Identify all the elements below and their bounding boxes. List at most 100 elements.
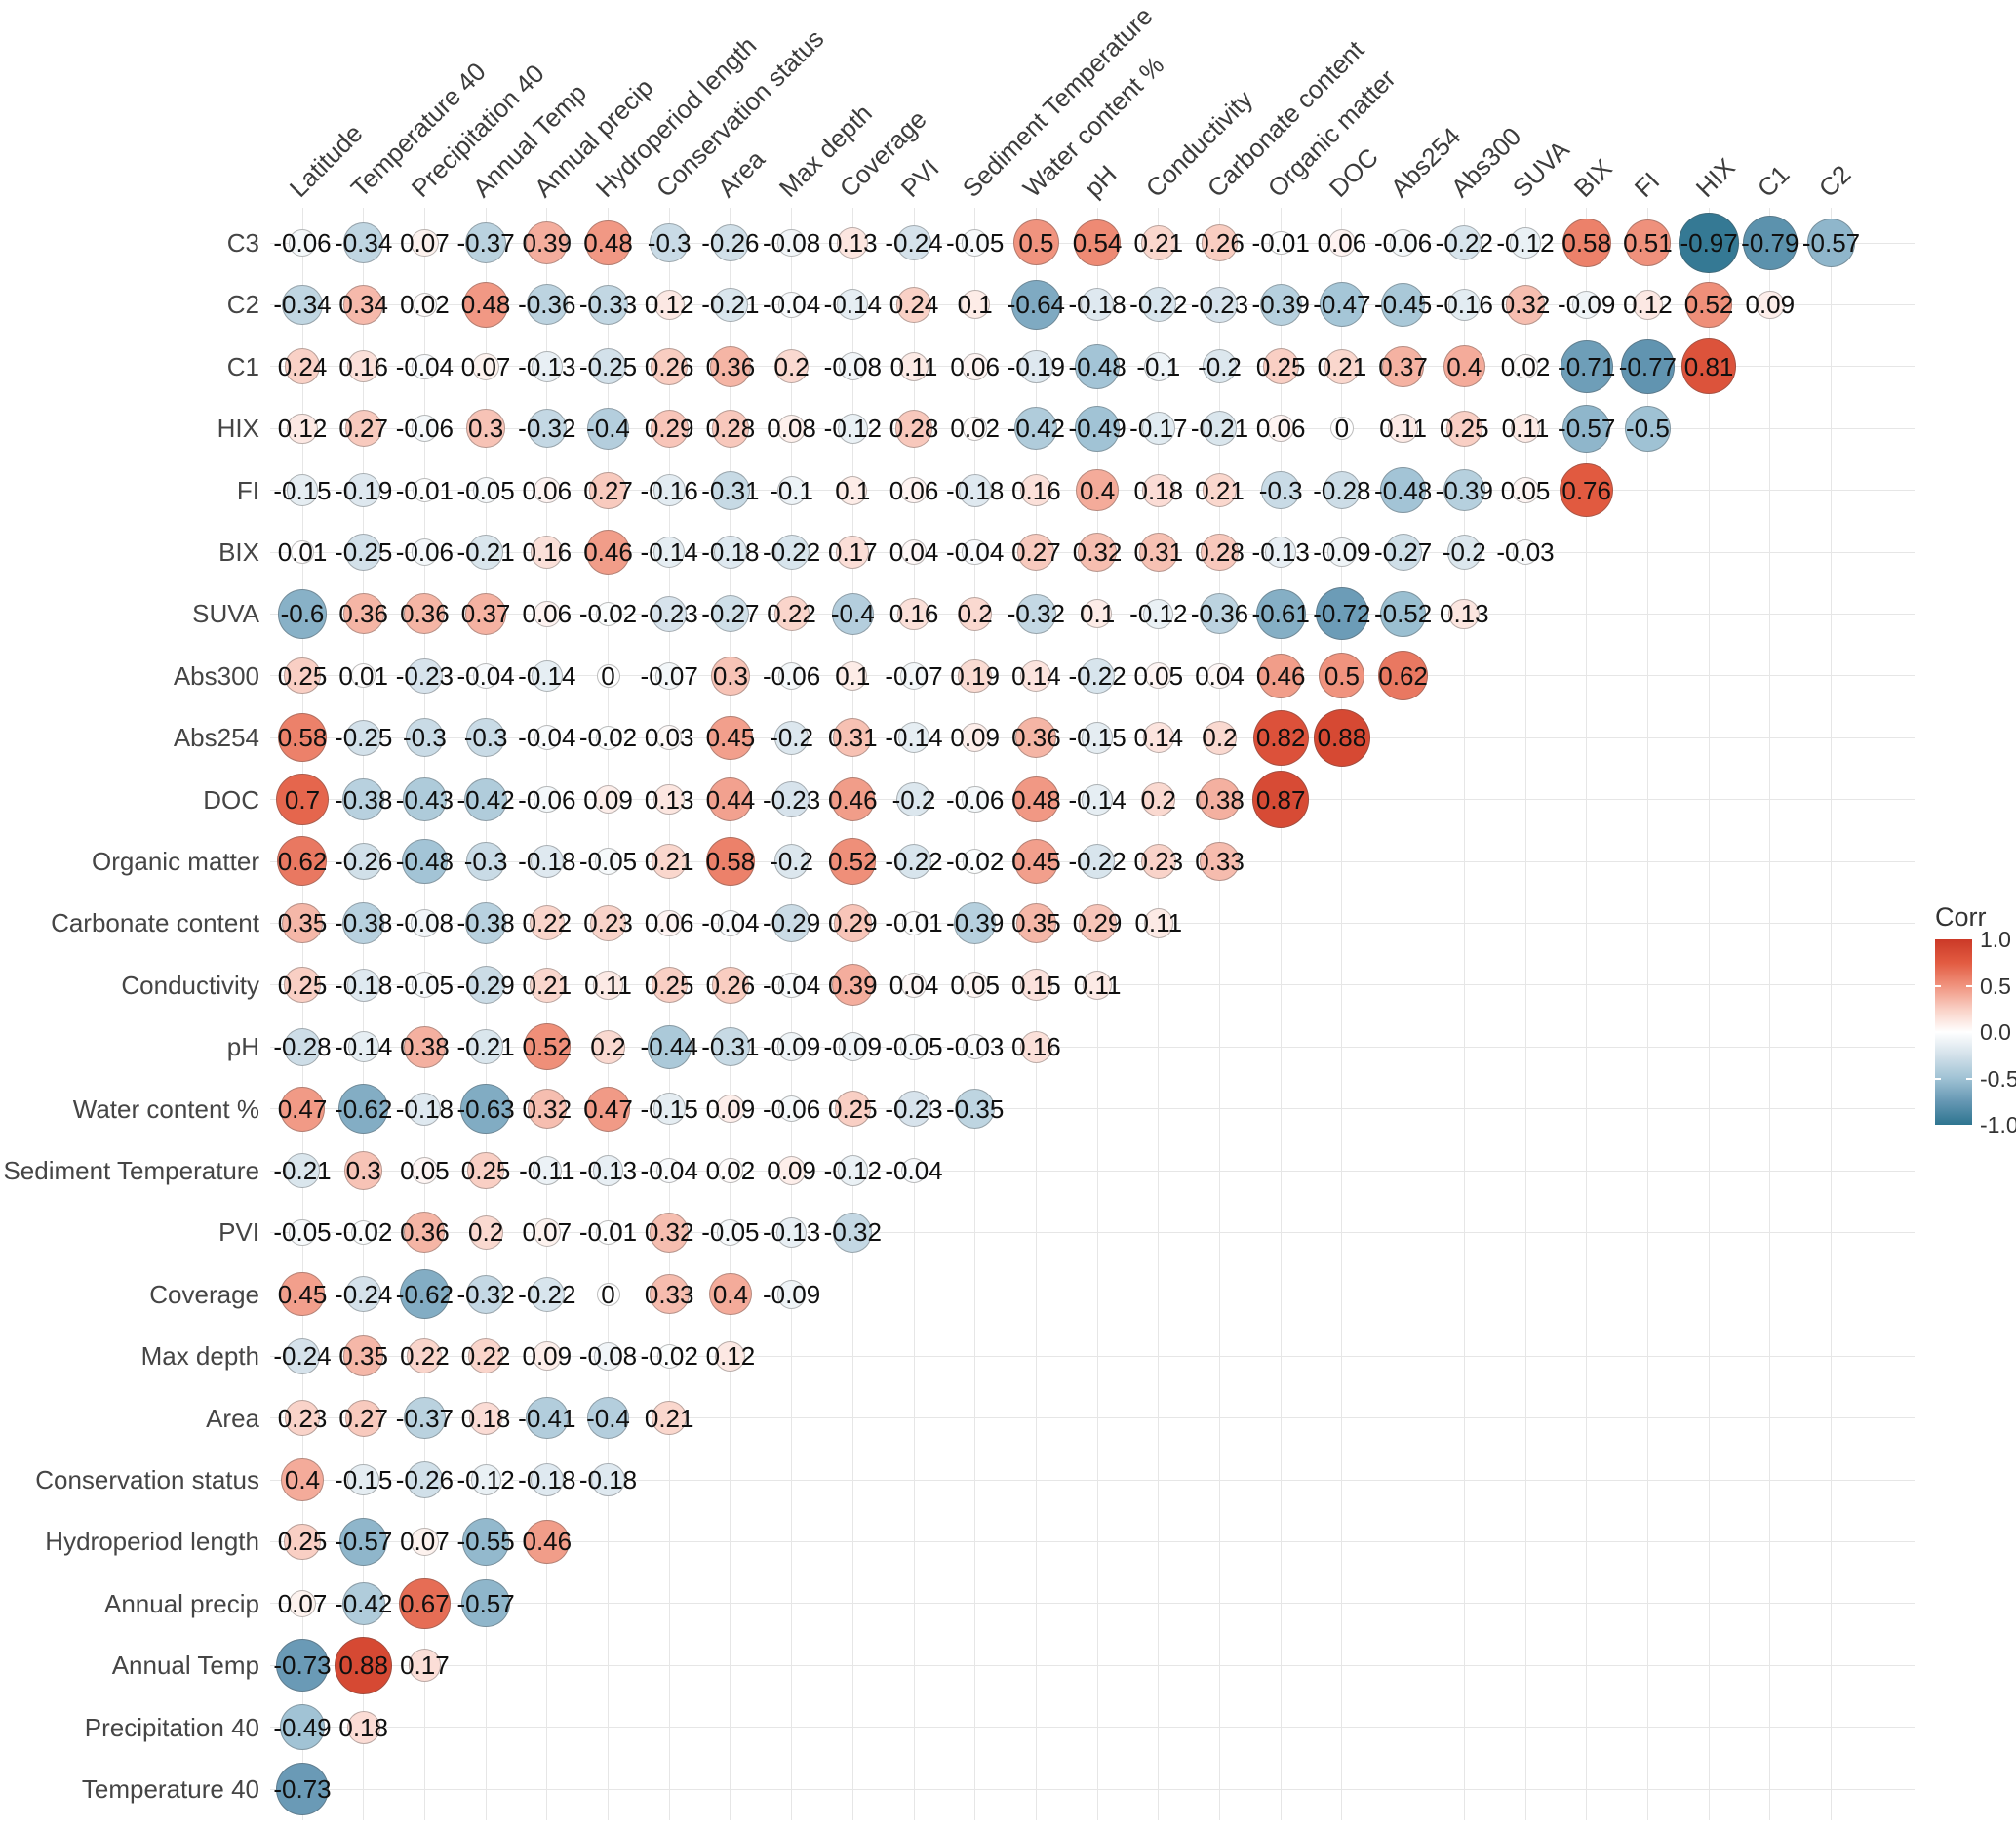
gridline-vertical xyxy=(1463,208,1465,1820)
corr-value: 0.39 xyxy=(522,228,573,258)
corr-value: -0.23 xyxy=(762,784,821,815)
corr-circle xyxy=(1742,215,1798,271)
corr-circle xyxy=(1013,776,1059,822)
corr-circle xyxy=(655,1157,683,1184)
corr-value: 0.28 xyxy=(1195,537,1245,567)
corr-value: 0.07 xyxy=(522,1217,573,1248)
corr-value: -0.36 xyxy=(518,290,576,320)
corr-value: 0.46 xyxy=(522,1527,573,1557)
corr-value: 0.13 xyxy=(644,784,694,815)
corr-circle xyxy=(712,966,749,1004)
corr-circle xyxy=(1081,288,1115,322)
corr-value: -0.73 xyxy=(273,1774,332,1804)
corr-value: 0.21 xyxy=(1317,351,1367,381)
gridline-horizontal xyxy=(270,1664,1915,1666)
corr-circle xyxy=(1255,589,1306,639)
corr-value: -0.06 xyxy=(762,660,821,691)
gridline-vertical xyxy=(668,208,670,1820)
gridline-vertical xyxy=(423,208,425,1820)
corr-value: 0.12 xyxy=(644,290,694,320)
corr-value: 0.09 xyxy=(1745,290,1796,320)
corr-circle xyxy=(345,1276,382,1313)
corr-circle xyxy=(404,1025,446,1068)
corr-value: -0.02 xyxy=(640,1341,698,1372)
corr-circle xyxy=(1252,709,1309,766)
corr-value: -0.14 xyxy=(335,1032,393,1062)
corr-circle xyxy=(1560,462,1614,518)
corr-circle xyxy=(404,1397,446,1439)
corr-circle xyxy=(900,1157,928,1184)
corr-value: -0.14 xyxy=(640,537,698,567)
corr-circle xyxy=(1571,290,1601,320)
corr-circle xyxy=(408,1649,442,1682)
row-label: Coverage xyxy=(149,1279,259,1309)
corr-value: -0.06 xyxy=(273,228,332,258)
corr-circle xyxy=(527,1089,567,1129)
corr-circle xyxy=(655,909,684,937)
row-label: Sediment Temperature xyxy=(3,1156,259,1185)
corr-circle xyxy=(1145,662,1172,690)
corr-circle xyxy=(284,1400,321,1436)
gridline-vertical xyxy=(1096,208,1098,1820)
corr-circle xyxy=(900,1033,928,1060)
corr-circle xyxy=(962,229,989,257)
corr-value: -0.04 xyxy=(885,1156,943,1185)
corr-circle xyxy=(706,837,755,886)
legend-tick-label: -0.5 xyxy=(1980,1065,2016,1092)
gridline-horizontal xyxy=(270,1046,1915,1048)
corr-circle xyxy=(650,409,689,448)
legend-tick-mark xyxy=(1935,984,1941,987)
corr-circle xyxy=(343,222,384,263)
corr-value: -0.49 xyxy=(1068,414,1127,444)
corr-circle xyxy=(284,1337,321,1374)
corr-circle xyxy=(1513,539,1538,565)
corr-value: 0.01 xyxy=(277,537,328,567)
corr-circle xyxy=(896,844,931,879)
corr-value: -0.24 xyxy=(885,228,943,258)
corr-value: 0.48 xyxy=(583,228,633,258)
corr-value: -0.04 xyxy=(456,660,515,691)
corr-circle xyxy=(277,836,328,887)
corr-value: -0.21 xyxy=(456,537,515,567)
corr-value: -0.38 xyxy=(335,784,393,815)
corr-value: 0.5 xyxy=(1018,228,1054,258)
corr-value: -0.39 xyxy=(946,908,1005,938)
corr-circle xyxy=(1512,477,1539,504)
corr-circle xyxy=(773,596,810,632)
corr-value: -0.28 xyxy=(1313,475,1371,505)
corr-circle xyxy=(1624,405,1671,452)
corr-value: -0.05 xyxy=(578,847,638,876)
corr-circle xyxy=(1202,287,1238,323)
corr-circle xyxy=(1380,467,1426,513)
corr-circle xyxy=(282,284,323,325)
corr-value: 0.29 xyxy=(644,414,694,444)
corr-circle xyxy=(1259,283,1302,326)
corr-value: 0.25 xyxy=(460,1156,511,1185)
corr-value: -0.04 xyxy=(640,1156,698,1185)
corr-circle xyxy=(470,1464,501,1495)
corr-circle xyxy=(1323,471,1362,509)
corr-circle xyxy=(774,844,810,879)
corr-circle xyxy=(288,1589,317,1617)
corr-circle xyxy=(533,1218,561,1247)
corr-value: -0.18 xyxy=(701,537,760,567)
corr-circle xyxy=(467,1152,504,1189)
corr-circle xyxy=(709,1273,752,1316)
corr-circle xyxy=(776,1280,807,1309)
corr-value: 0.46 xyxy=(583,537,633,567)
corr-value: 0.11 xyxy=(1073,970,1122,1000)
corr-circle xyxy=(1140,287,1176,323)
corr-value: 0.09 xyxy=(522,1341,573,1372)
corr-value: -0.15 xyxy=(1068,723,1127,753)
corr-circle xyxy=(345,534,382,571)
corr-value: 0.33 xyxy=(644,1279,694,1309)
corr-value: 0.16 xyxy=(1011,1032,1061,1062)
corr-circle xyxy=(656,1343,682,1369)
corr-circle xyxy=(346,968,380,1002)
corr-circle xyxy=(1076,468,1119,512)
corr-value: -0.05 xyxy=(885,1032,943,1062)
corr-circle xyxy=(341,1581,385,1625)
corr-value: -0.08 xyxy=(578,1341,638,1372)
corr-value: -0.2 xyxy=(891,784,936,815)
corr-value: 0.27 xyxy=(338,1403,388,1433)
